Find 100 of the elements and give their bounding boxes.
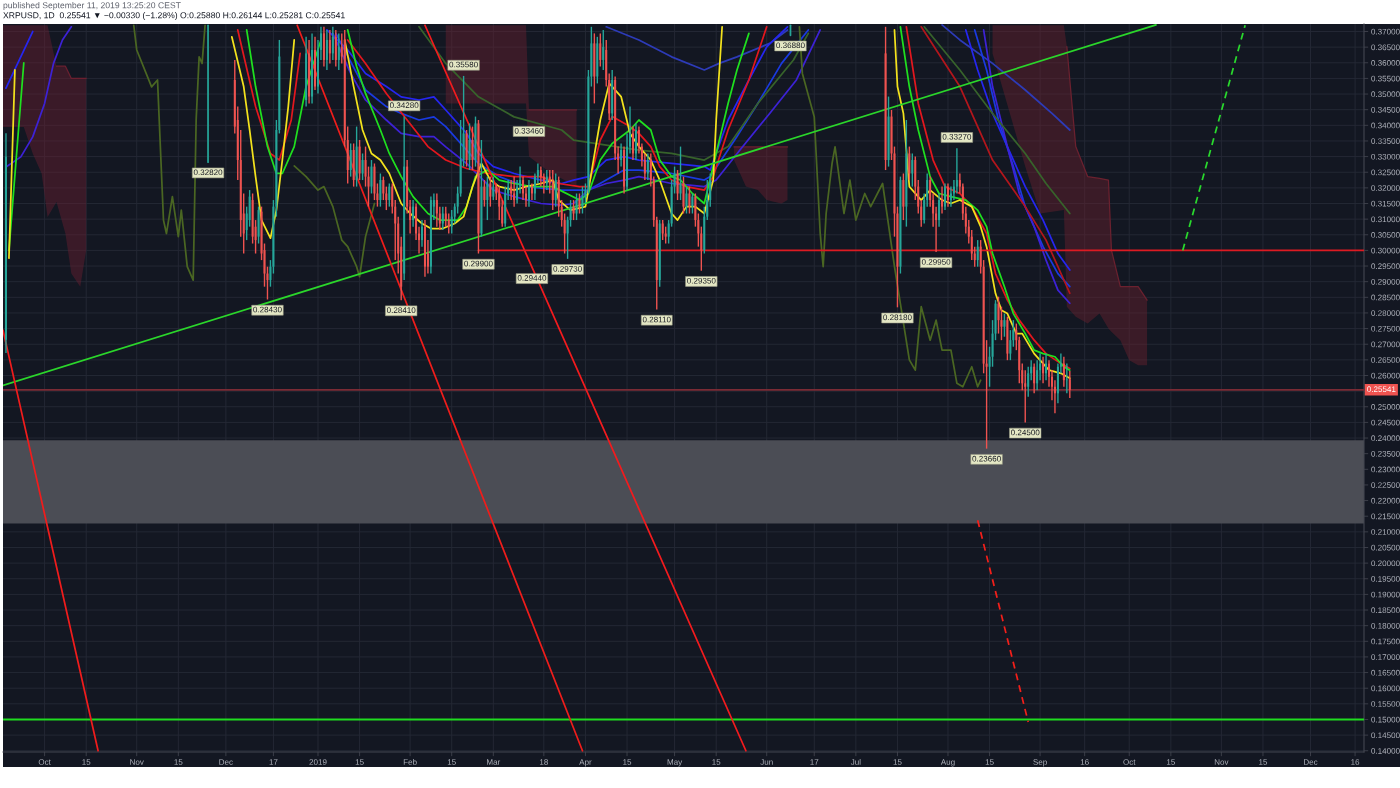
y-tick-label: 0.27500: [1371, 325, 1400, 332]
candlestick: [337, 32, 340, 71]
candlestick: [1042, 356, 1045, 385]
candlestick: [349, 142, 352, 178]
candlestick: [498, 185, 501, 221]
annotation: 0.29730: [553, 266, 582, 272]
y-tick-label: 0.29000: [1371, 278, 1400, 285]
candlestick: [447, 212, 450, 235]
candlestick: [412, 199, 415, 228]
candlestick: [370, 159, 373, 195]
candlestick: [599, 32, 602, 68]
candlestick: [527, 179, 530, 208]
text: published September 11, 2019 13:25:20 CEST: [3, 1, 181, 11]
candlestick: [513, 175, 516, 208]
candlestick: [465, 129, 468, 168]
candlestick: [379, 172, 382, 208]
candlestick: [664, 225, 667, 245]
candlestick: [352, 142, 355, 188]
x-tick-label: Oct: [38, 759, 51, 765]
annotation: 0.29950: [921, 259, 951, 265]
y-tick-label: 0.20500: [1371, 544, 1400, 551]
candlestick: [489, 175, 492, 208]
x-tick-label: 15: [447, 759, 456, 765]
ref-line-label: 0.25541: [1367, 386, 1396, 393]
y-tick-label: 0.18500: [1371, 607, 1400, 614]
candlestick: [355, 125, 358, 188]
candlestick: [480, 139, 483, 238]
annotation: 0.28180: [883, 314, 912, 321]
x-tick-label: Apr: [579, 759, 592, 767]
candlestick: [551, 169, 554, 211]
candlestick: [477, 119, 480, 255]
annotation: 0.36880: [776, 42, 805, 49]
line-series: [1066, 45, 1148, 301]
candlestick: [1003, 312, 1006, 338]
candlestick: [620, 142, 623, 168]
y-tick-label: 0.19000: [1371, 591, 1400, 598]
candlestick: [899, 175, 902, 275]
candlestick: [328, 29, 331, 65]
candlestick: [382, 175, 385, 201]
candlestick: [334, 29, 337, 68]
annotation: 0.28410: [386, 307, 416, 313]
y-tick-label: 0.28500: [1371, 294, 1400, 301]
candlestick: [1068, 370, 1071, 399]
y-tick-label: 0.15000: [1371, 716, 1400, 723]
annotation: 0.29440: [517, 275, 547, 281]
candlestick: [486, 175, 489, 221]
x-tick-label: 15: [1166, 759, 1175, 765]
y-tick-label: 0.32500: [1371, 169, 1400, 176]
y-tick-label: 0.14000: [1371, 748, 1400, 754]
y-tick-label: 0.16000: [1371, 685, 1400, 692]
x-tick-label: Dec: [219, 759, 233, 765]
candlestick: [248, 189, 251, 228]
x-tick-label: 2019: [309, 759, 327, 765]
y-tick-label: 0.28000: [1371, 310, 1400, 316]
line-series: [920, 25, 1071, 295]
candlestick: [679, 145, 682, 201]
candlestick: [373, 162, 376, 201]
y-tick-label: 0.17000: [1371, 654, 1400, 660]
candlestick: [468, 122, 471, 171]
x-tick-label: 16: [1351, 759, 1360, 765]
candlestick: [905, 119, 908, 228]
y-tick-label: 0.22500: [1371, 482, 1400, 488]
x-tick-label: 15: [893, 759, 902, 765]
y-tick-label: 0.33000: [1371, 153, 1400, 160]
y-tick-label: 0.15500: [1371, 701, 1400, 707]
x-tick-label: Aug: [940, 759, 955, 767]
y-tick-label: 0.22000: [1371, 497, 1400, 504]
x-tick-label: Nov: [130, 759, 144, 765]
x-tick-label: 15: [623, 759, 632, 765]
x-tick-label: 15: [174, 759, 183, 765]
x-tick-label: 15: [712, 759, 721, 765]
y-tick-label: 0.37000: [1371, 28, 1400, 35]
y-tick-label: 0.32000: [1371, 185, 1400, 191]
candlestick: [1009, 329, 1012, 361]
y-tick-label: 0.30500: [1371, 232, 1400, 238]
candlestick: [661, 219, 664, 241]
candlestick: [435, 192, 438, 228]
candlestick: [388, 182, 391, 208]
y-tick-label: 0.14500: [1371, 732, 1400, 739]
annotation: 0.34280: [389, 102, 419, 109]
candlestick: [1062, 356, 1065, 388]
x-tick-label: Dec: [1304, 759, 1318, 765]
candlestick: [441, 205, 444, 231]
candlestick: [572, 199, 575, 221]
x-tick-label: 15: [82, 759, 91, 765]
y-tick-label: 0.23500: [1371, 450, 1400, 457]
x-tick-label: 18: [539, 759, 548, 765]
y-tick-label: 0.20000: [1371, 560, 1400, 567]
candlestick: [943, 182, 947, 211]
y-tick-label: 0.26500: [1371, 357, 1400, 363]
candlestick: [474, 115, 477, 168]
y-tick-label: 0.36500: [1371, 44, 1400, 51]
x-tick-label: May: [667, 759, 683, 767]
candlestick: [471, 125, 474, 171]
y-tick-label: 0.34000: [1371, 122, 1400, 129]
annotation: 0.33270: [942, 133, 972, 140]
y-tick-label: 0.23000: [1371, 466, 1400, 473]
candlestick: [682, 175, 685, 215]
candlestick: [908, 145, 911, 181]
annotation: 0.23660: [972, 455, 1001, 462]
